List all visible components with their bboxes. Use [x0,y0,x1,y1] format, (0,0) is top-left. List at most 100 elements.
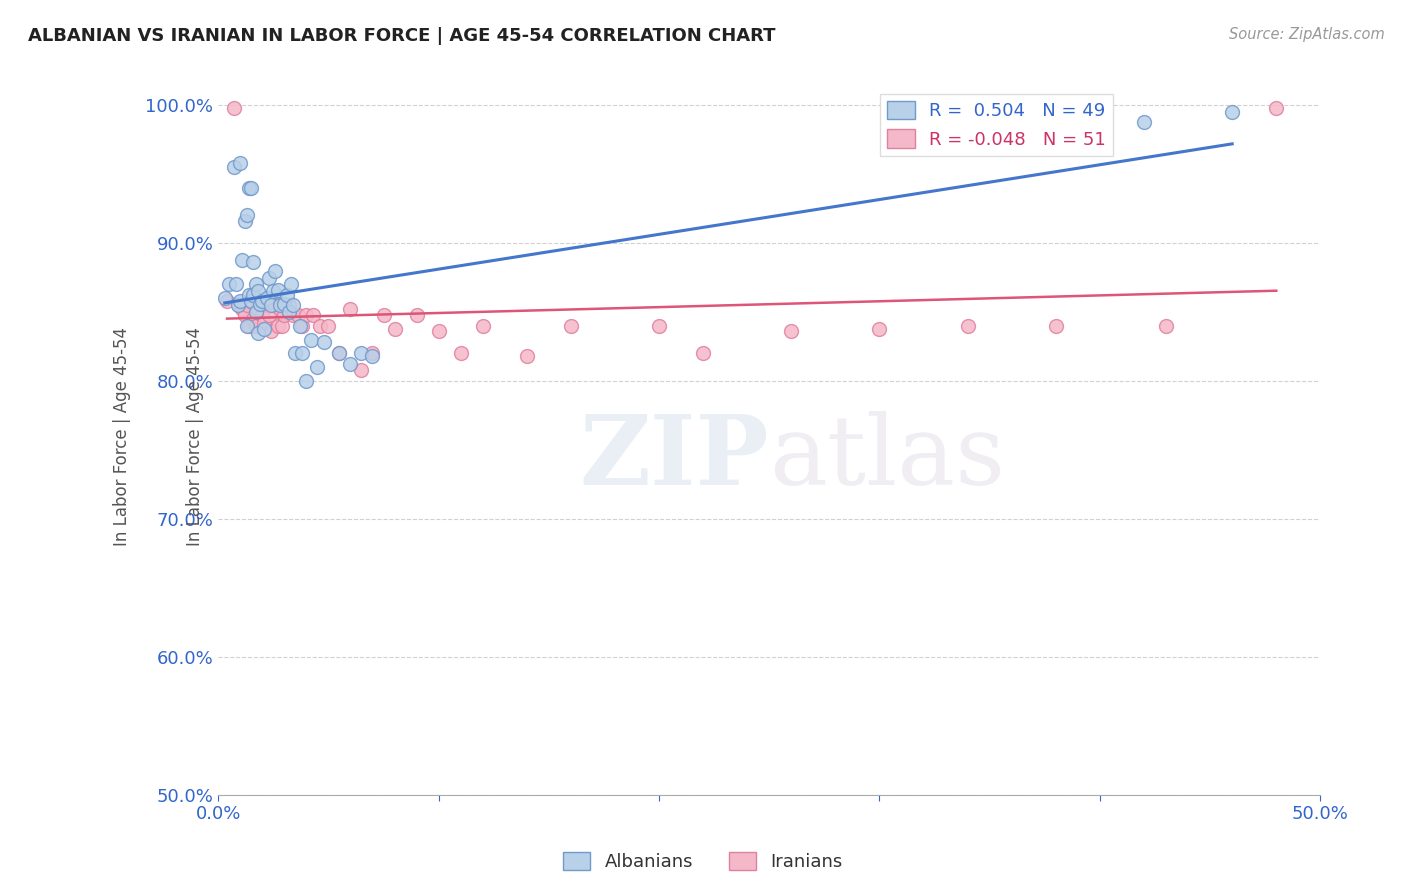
Point [222,101,245,115]
Point [231,252,253,267]
Point [245,277,267,292]
Point [560,318,582,333]
Point [328,346,350,360]
Point [238,288,260,302]
Point [516,349,538,363]
Point [373,308,395,322]
Point [229,156,252,170]
Point [240,293,263,308]
Point [307,360,329,375]
Point [249,293,271,308]
Point [450,346,472,360]
Point [295,308,318,322]
Point [869,321,891,335]
Point [249,297,271,311]
Point [1154,318,1177,333]
Point [1133,114,1156,128]
Point [287,308,309,322]
Point [218,277,240,292]
Point [273,297,295,311]
Point [318,318,340,333]
Point [222,160,245,174]
Y-axis label: In Labor Force | Age 45-54: In Labor Force | Age 45-54 [114,326,131,546]
Point [226,297,249,311]
Point [256,291,278,305]
Text: ZIP: ZIP [579,411,769,505]
Point [269,302,291,317]
Point [233,214,256,228]
Point [1265,101,1288,115]
Point [242,312,264,326]
Point [405,308,427,322]
Point [1220,104,1243,119]
Point [264,263,287,277]
Text: Source: ZipAtlas.com: Source: ZipAtlas.com [1229,27,1385,42]
Point [215,293,238,308]
Point [233,308,256,322]
Point [277,298,299,312]
Point [226,298,249,312]
Point [273,308,295,322]
Point [288,318,311,333]
Point [299,333,322,347]
Y-axis label: In Labor Force | Age 45-54: In Labor Force | Age 45-54 [186,326,204,546]
Point [260,298,283,312]
Point [253,316,276,330]
Point [267,318,290,333]
Point [271,318,294,333]
Point [284,346,307,360]
Point [692,346,714,360]
Point [339,302,361,317]
Point [302,308,325,322]
Point [312,335,335,350]
Point [246,285,269,299]
Point [257,270,280,285]
Text: atlas: atlas [769,411,1005,505]
Point [264,298,287,312]
Point [256,298,278,312]
Point [780,324,803,338]
Point [350,363,373,377]
Point [252,308,274,322]
Point [384,321,406,335]
Point [238,181,260,195]
Point [276,288,298,302]
Point [295,374,318,388]
Point [291,318,314,333]
Point [648,318,671,333]
Point [956,318,979,333]
Point [267,283,290,297]
Point [281,308,304,322]
Point [245,305,267,319]
Point [231,302,253,317]
Point [280,277,302,292]
Point [339,358,361,372]
Point [262,285,284,299]
Point [257,308,280,322]
Legend: R =  0.504   N = 49, R = -0.048   N = 51: R = 0.504 N = 49, R = -0.048 N = 51 [880,94,1114,156]
Point [328,346,350,360]
Point [242,288,264,302]
Point [236,209,259,223]
Point [225,277,247,292]
Point [242,255,264,269]
Point [253,321,276,335]
Point [240,181,263,195]
Point [238,318,260,333]
Point [471,318,494,333]
Point [361,349,384,363]
Point [361,346,384,360]
Point [262,293,284,308]
Point [240,293,263,308]
Point [245,318,267,333]
Point [246,326,269,340]
Legend: Albanians, Iranians: Albanians, Iranians [555,845,851,879]
Point [427,324,450,338]
Point [252,293,274,308]
Point [229,293,252,308]
Point [350,346,373,360]
Point [308,318,330,333]
Point [291,346,314,360]
Point [269,298,291,312]
Point [260,324,283,338]
